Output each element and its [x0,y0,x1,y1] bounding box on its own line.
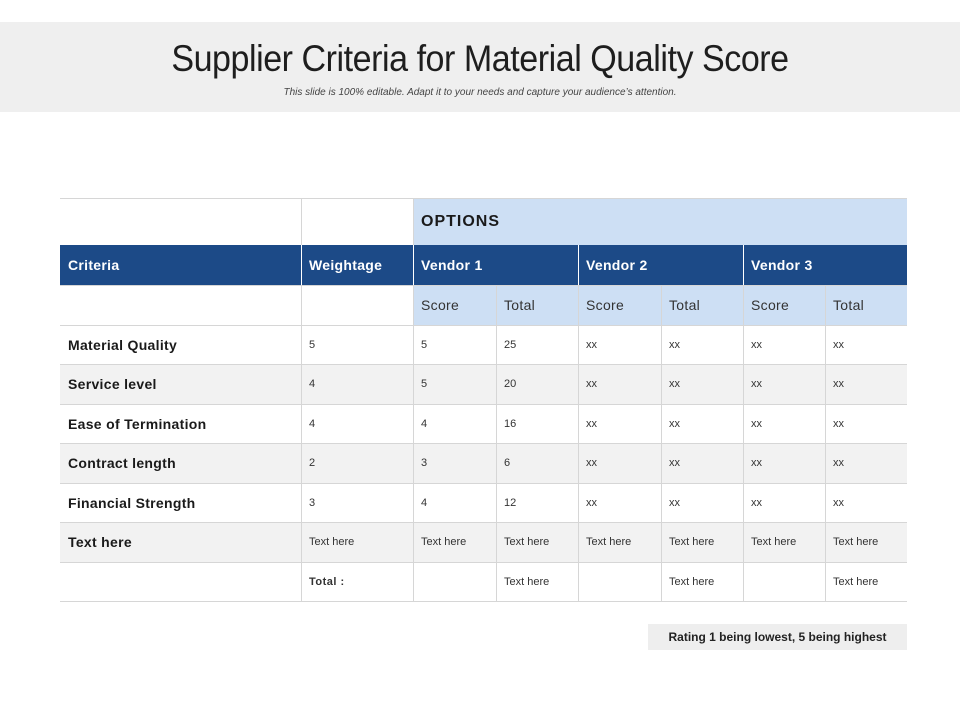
row-weightage: 5 [309,338,316,351]
row-v3-score: Text here [751,536,797,548]
header-criteria: Criteria [68,257,120,273]
row-v3-total: xx [833,378,844,390]
row-v1-score: 5 [421,378,428,390]
row-v3-score: xx [751,417,762,430]
row-v3-total: xx [833,338,844,351]
row-v3-total: xx [833,417,844,430]
row-v2-total: xx [669,378,680,390]
row-v2-total: Text here [669,536,715,548]
row-weightage: Text here [309,536,355,548]
row-v3-score: xx [751,338,762,351]
row-v3-total: Text here [833,536,879,548]
header-separators [301,245,744,285]
row-v1-total: 6 [504,457,511,469]
row-v3-score: xx [751,496,762,509]
total-v3-score [743,562,825,601]
row-v1-score: 3 [421,457,428,469]
subheader-v2-total: Total [669,297,701,313]
total-label: Total : [309,575,345,588]
subheader-v1-total: Total [504,297,536,313]
row-v1-score: 4 [421,496,428,509]
total-v1-score [413,562,496,601]
row-criteria: Service level [68,376,157,392]
row-v1-score: Text here [421,536,467,548]
slide-title: Supplier Criteria for Material Quality S… [171,38,789,79]
header-row-band [60,245,907,285]
subheader-v3-score: Score [751,297,790,313]
row-v1-total: 12 [504,496,517,509]
row-weightage: 4 [309,378,316,390]
row-v2-score: xx [586,417,597,430]
total-v2-score [578,562,661,601]
row-criteria: Text here [68,534,132,550]
row-v2-total: xx [669,338,680,351]
header-vendor-3: Vendor 3 [751,257,813,273]
row-v1-total: 25 [504,338,517,351]
row-v2-score: xx [586,338,597,351]
total-v2-total: Text here [669,575,715,588]
horizontal-lines [60,198,907,602]
rating-note: Rating 1 being lowest, 5 being highest [648,624,907,650]
row-v1-score: 4 [421,417,428,430]
header-vendor-2: Vendor 2 [586,257,648,273]
total-v3-total: Text here [833,575,879,588]
row-v1-total: 16 [504,417,517,430]
row-weightage: 2 [309,457,316,469]
row-v1-score: 5 [421,338,428,351]
title-band [0,22,960,112]
row-v2-total: xx [669,457,680,469]
header-vendor-1: Vendor 1 [421,257,483,273]
row-criteria: Material Quality [68,336,178,353]
subheader-v1-score: Score [421,297,460,313]
row-v2-score: xx [586,457,597,469]
row-v2-score: xx [586,496,597,509]
subheader-v2-score: Score [586,297,625,313]
row-v1-total: 20 [504,378,517,390]
subheader-v3-total: Total [833,297,865,313]
row-v1-total: Text here [504,536,550,548]
header-weightage: Weightage [309,257,383,273]
row-v3-total: xx [833,496,844,509]
row-weightage: 4 [309,417,316,430]
subheader-band [413,285,907,325]
row-v2-score: xx [586,378,597,390]
row-v3-total: xx [833,457,844,469]
row-v2-total: xx [669,496,680,509]
options-band [413,198,907,245]
slide-subtitle: This slide is 100% editable. Adapt it to… [283,87,677,98]
row-band-2 [60,364,907,404]
total-v1-total: Text here [504,575,550,588]
row-criteria: Ease of Termination [68,415,207,432]
row-v2-total: xx [669,417,680,430]
row-v2-score: Text here [586,536,632,548]
row-v3-score: xx [751,457,762,469]
row-weightage: 3 [309,496,316,509]
row-v3-score: xx [751,378,762,390]
row-band-6 [60,522,907,562]
row-criteria: Financial Strength [68,494,196,511]
row-band-4 [60,443,907,483]
options-label: OPTIONS [421,212,501,230]
vertical-lines [301,198,826,601]
row-criteria: Contract length [68,455,176,471]
